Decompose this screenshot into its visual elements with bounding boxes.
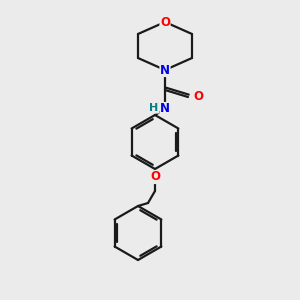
Text: O: O — [160, 16, 170, 28]
Text: O: O — [193, 89, 203, 103]
Text: N: N — [160, 103, 170, 116]
Text: O: O — [150, 170, 160, 184]
Text: N: N — [160, 64, 170, 76]
Text: H: H — [149, 103, 159, 113]
